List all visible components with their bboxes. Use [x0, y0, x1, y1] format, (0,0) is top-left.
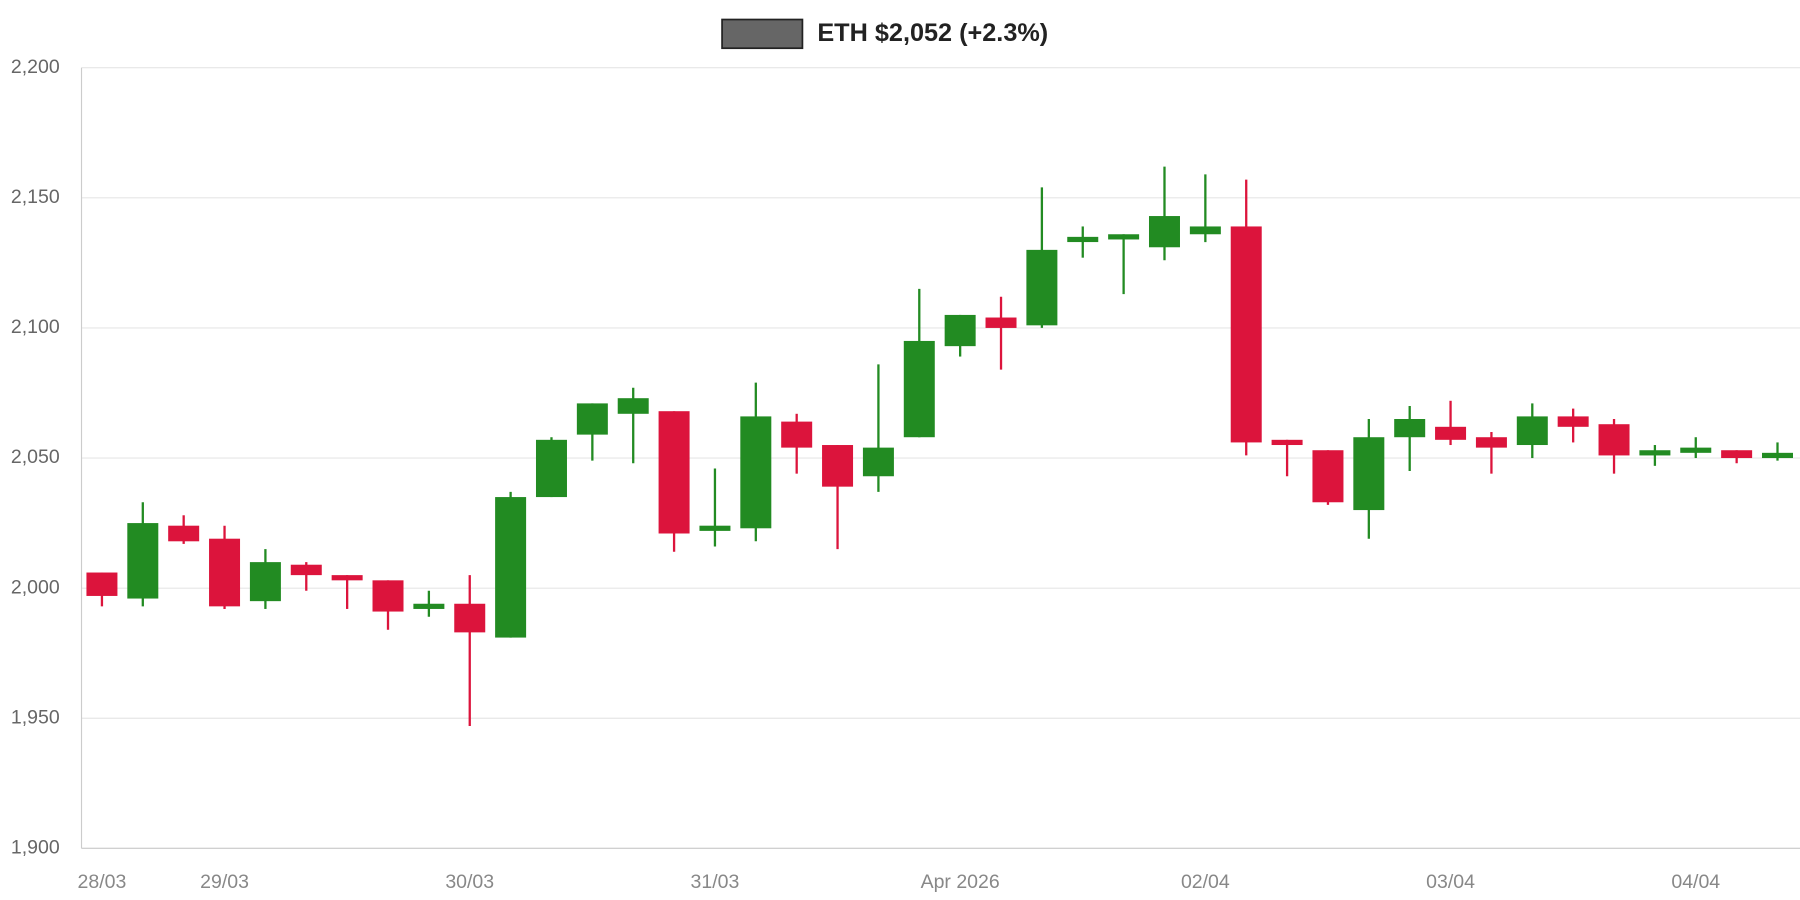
candle-body: [168, 525, 200, 542]
candle-body: [658, 411, 690, 534]
y-tick-label: 2,200: [11, 56, 60, 78]
candle-body: [1108, 234, 1140, 240]
candle-body: [1312, 450, 1344, 503]
candle-body: [903, 340, 935, 438]
candle-body: [822, 445, 854, 487]
candle-body: [1435, 426, 1467, 440]
candle-body: [290, 564, 322, 576]
candle-body: [1271, 439, 1303, 446]
x-tick-label: Apr 2026: [921, 871, 1000, 893]
x-tick-label: 03/04: [1426, 871, 1475, 893]
candle-body: [1189, 226, 1221, 235]
y-tick-label: 2,000: [11, 576, 60, 598]
candle-body: [1026, 249, 1058, 326]
y-tick-label: 1,900: [11, 836, 60, 858]
candle-body: [1353, 437, 1385, 511]
candle-body: [1639, 450, 1671, 456]
y-tick-label: 2,150: [11, 186, 60, 208]
legend-label: ETH $2,052 (+2.3%): [817, 19, 1048, 47]
candle-body: [372, 580, 404, 612]
candle-body: [781, 421, 813, 448]
candle-body: [1230, 226, 1262, 443]
x-tick-label: 30/03: [445, 871, 494, 893]
candle-body: [944, 314, 976, 347]
candle-body: [862, 447, 894, 477]
x-tick-label: 04/04: [1671, 871, 1720, 893]
candle-body: [209, 538, 241, 607]
candle-body: [1598, 424, 1630, 456]
candle-body: [985, 317, 1017, 328]
candle-body: [1067, 236, 1099, 243]
candle-body: [1762, 452, 1793, 459]
candle-body: [1475, 437, 1507, 448]
candle-body: [1721, 450, 1753, 459]
y-tick-label: 2,100: [11, 316, 60, 338]
candle-body: [1394, 419, 1426, 438]
candle-body: [1148, 216, 1180, 248]
candle-body: [1557, 416, 1589, 427]
candle-body: [454, 603, 486, 633]
y-tick-label: 2,050: [11, 446, 60, 468]
x-tick-label: 02/04: [1181, 871, 1230, 893]
candle-body: [617, 398, 649, 414]
candle-body: [413, 603, 445, 609]
candle-body: [740, 416, 772, 529]
candle-body: [127, 523, 159, 599]
candle-body: [495, 497, 527, 638]
x-tick-label: 29/03: [200, 871, 249, 893]
candle-body: [576, 403, 608, 435]
candle-body: [86, 572, 118, 596]
x-tick-label: 31/03: [691, 871, 740, 893]
candle-body: [1516, 416, 1548, 446]
candle-body: [699, 525, 731, 531]
candle-body: [535, 439, 567, 498]
y-tick-label: 1,950: [11, 706, 60, 728]
candle-body: [331, 575, 363, 581]
legend-swatch: [721, 18, 804, 50]
candle-body: [1680, 447, 1712, 453]
candle-body: [249, 562, 281, 602]
x-tick-label: 28/03: [78, 871, 127, 893]
